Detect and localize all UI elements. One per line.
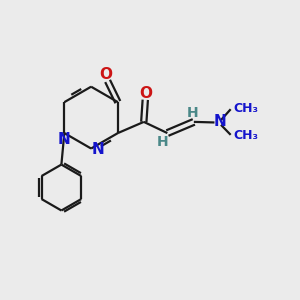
Text: N: N bbox=[57, 132, 70, 147]
Text: N: N bbox=[91, 142, 104, 158]
Text: CH₃: CH₃ bbox=[233, 102, 258, 115]
Text: O: O bbox=[100, 67, 112, 82]
Text: CH₃: CH₃ bbox=[233, 129, 258, 142]
Text: O: O bbox=[139, 86, 152, 101]
Text: N: N bbox=[213, 114, 226, 129]
Text: H: H bbox=[157, 135, 169, 149]
Text: H: H bbox=[187, 106, 198, 120]
